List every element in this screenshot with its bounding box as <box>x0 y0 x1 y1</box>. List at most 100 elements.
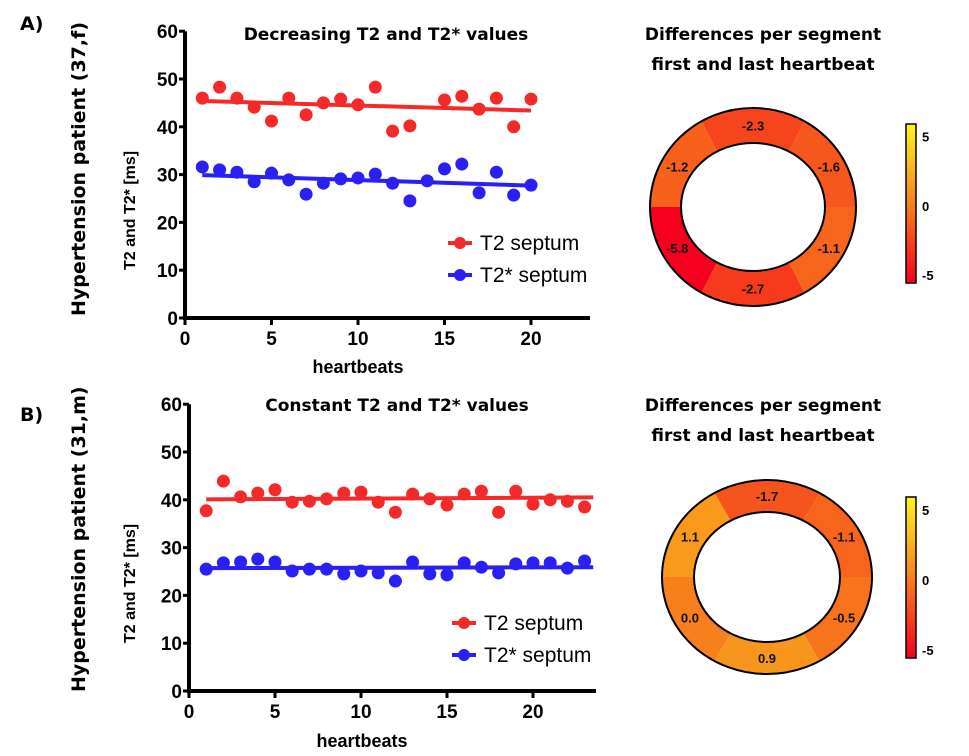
data-point-t2 <box>199 504 213 518</box>
x-tick-label: 15 <box>436 702 458 723</box>
ring-segment-upper-left <box>662 493 731 577</box>
ring-segment-top <box>714 480 820 521</box>
colorbar-b <box>905 496 917 659</box>
segment-value-upper-left: -1.2 <box>666 159 688 174</box>
data-point-t2 <box>337 486 351 500</box>
ring-outer-border-b <box>661 479 873 675</box>
data-point-t2 <box>265 114 278 128</box>
y-tick-label: 40 <box>161 491 182 512</box>
data-point-t2 <box>388 505 402 519</box>
data-point-t2star <box>316 176 330 190</box>
data-point-t2star <box>509 557 523 571</box>
y-tick-label: 30 <box>161 539 182 560</box>
data-point-t2star <box>230 165 244 179</box>
ring-title-b-line2: first and last heartbeat <box>651 426 874 446</box>
legend-label-t2star: T2* septum <box>480 264 587 287</box>
data-point-t2 <box>282 91 296 105</box>
y-axis-label-b: T2 and T2* [ms] <box>122 524 139 643</box>
data-point-t2 <box>354 485 368 499</box>
x-tick-label: 5 <box>270 702 281 723</box>
data-point-t2star <box>423 567 437 581</box>
data-point-t2star <box>438 162 451 176</box>
data-point-t2star <box>213 163 227 177</box>
data-point-t2star <box>251 552 265 566</box>
data-point-t2 <box>526 497 540 511</box>
colorbar-a <box>905 123 917 284</box>
data-point-t2 <box>492 505 506 519</box>
data-point-t2 <box>457 487 471 501</box>
data-point-t2 <box>285 495 299 509</box>
ring-segment-bottom <box>701 262 805 306</box>
data-point-t2star <box>334 172 348 186</box>
legend-label-t2: T2 septum <box>480 232 579 255</box>
data-point-t2star <box>489 165 503 179</box>
data-point-t2 <box>320 492 334 506</box>
segment-value-lower-left: 0.0 <box>681 611 699 626</box>
panel-b: B) Hypertension patient (31,m) T2 and T2… <box>20 386 934 751</box>
data-point-t2star <box>507 188 521 202</box>
data-point-t2star <box>440 568 454 582</box>
segment-value-bottom: 0.9 <box>758 651 776 666</box>
y-axis-label-a: T2 and T2* [ms] <box>122 151 139 270</box>
data-point-t2star <box>474 560 488 574</box>
x-axis-label-b: heartbeats <box>316 731 407 751</box>
y-tick-label: 50 <box>161 443 182 464</box>
data-point-t2 <box>438 93 451 107</box>
x-tick-label: 20 <box>520 329 541 350</box>
data-point-t2star <box>492 566 506 580</box>
data-point-t2 <box>560 494 574 508</box>
data-point-t2 <box>302 494 316 508</box>
y-tick-label: 10 <box>161 634 182 655</box>
data-point-t2star <box>299 187 313 201</box>
x-axis-label-a: heartbeats <box>312 357 403 377</box>
ring-outer-border-a <box>649 107 857 307</box>
y-tick-label: 0 <box>167 309 178 330</box>
x-tick-label: 15 <box>434 329 456 350</box>
ring-segment-lower-left <box>650 207 717 293</box>
panel-label-b: B) <box>20 404 43 426</box>
legend-label-t2star: T2* septum <box>484 644 591 667</box>
segment-value-top: -2.3 <box>742 119 764 134</box>
data-point-t2 <box>251 486 265 500</box>
data-point-t2star <box>368 167 382 181</box>
row-label-b: Hypertension patient (31,m) <box>68 386 90 692</box>
data-point-t2star <box>455 157 469 171</box>
ring-title-a-line1: Differences per segment <box>645 25 881 45</box>
data-point-t2star <box>268 555 282 569</box>
fit-line-t2-b <box>206 495 594 502</box>
x-tick-label: 10 <box>350 702 371 723</box>
data-point-t2 <box>455 89 469 103</box>
colorbar-tick-label: -5 <box>922 268 934 283</box>
ring-title-a-line2: first and last heartbeat <box>651 55 874 75</box>
data-point-t2star <box>354 564 368 578</box>
segment-value-top: -1.7 <box>756 489 778 504</box>
data-point-t2star <box>265 166 278 180</box>
data-point-t2star <box>386 176 400 190</box>
colorbar-tick-label: 5 <box>922 503 929 518</box>
ring-title-b-line1: Differences per segment <box>645 396 881 416</box>
data-point-t2star <box>337 567 351 581</box>
data-point-t2star <box>282 173 296 187</box>
segment-value-upper-right: -1.1 <box>833 530 855 545</box>
data-point-t2star <box>388 574 402 588</box>
chart-title-a: Decreasing T2 and T2* values <box>244 25 529 45</box>
data-point-t2star <box>578 554 592 568</box>
colorbar-tick-label: 5 <box>922 130 929 145</box>
data-point-t2star <box>457 556 471 570</box>
x-tick-label: 0 <box>184 702 195 723</box>
ring-segment-bottom <box>714 633 820 674</box>
segment-value-upper-right: -1.6 <box>818 159 840 174</box>
colorbar-tick-label: 0 <box>922 573 929 588</box>
data-point-t2 <box>578 500 592 514</box>
data-point-t2 <box>386 124 400 138</box>
panel-label-a: A) <box>20 13 43 35</box>
panel-a: A) Hypertension patient (37,f) T2 and T2… <box>20 13 934 377</box>
y-tick-label: 20 <box>157 213 178 234</box>
data-point-t2 <box>474 484 488 498</box>
y-tick-label: 60 <box>157 22 178 43</box>
data-point-t2 <box>368 80 382 94</box>
segment-value-lower-right: -1.1 <box>818 241 840 256</box>
y-tick-label: 60 <box>161 395 182 416</box>
segment-value-upper-left: 1.1 <box>681 530 699 545</box>
